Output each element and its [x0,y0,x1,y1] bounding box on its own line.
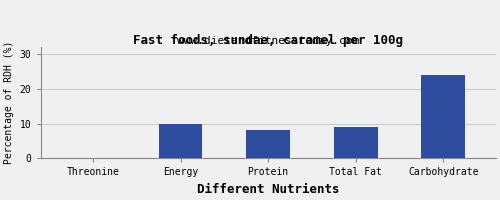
Bar [334,127,378,158]
Y-axis label: Percentage of RDH (%): Percentage of RDH (%) [4,41,14,164]
Text: www.dietandfitnesstoday.com: www.dietandfitnesstoday.com [177,36,360,46]
Title: Fast foods, sundae, caramel per 100g: Fast foods, sundae, caramel per 100g [133,34,403,47]
Bar [422,75,465,158]
X-axis label: Different Nutrients: Different Nutrients [197,183,340,196]
Bar [158,124,202,158]
Bar [246,130,290,158]
